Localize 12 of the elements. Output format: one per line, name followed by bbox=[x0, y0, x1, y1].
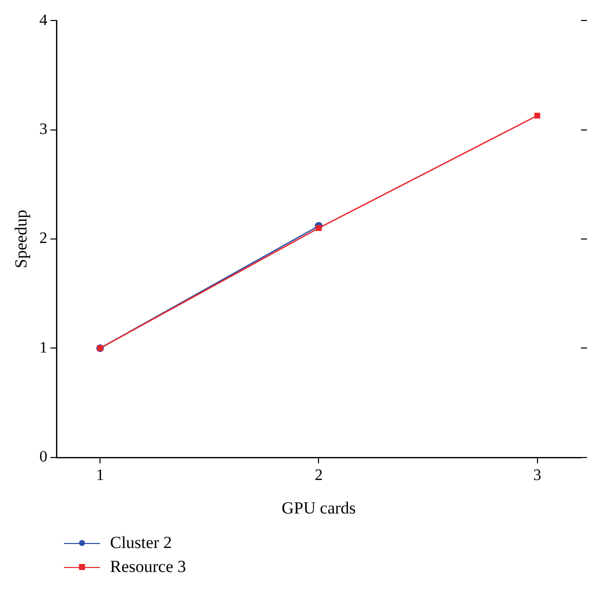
y-tick-label: 0 bbox=[39, 448, 48, 466]
x-tick-label: 2 bbox=[314, 467, 323, 484]
y-tick-label: 3 bbox=[39, 121, 48, 138]
y-tick-label: 4 bbox=[39, 12, 48, 29]
x-tick-label: 1 bbox=[96, 467, 104, 484]
y-tick-label: 2 bbox=[39, 230, 48, 248]
legend-label: Cluster 2 bbox=[110, 533, 172, 553]
legend-label: Resource 3 bbox=[110, 557, 186, 577]
x-tick-label: 3 bbox=[533, 467, 542, 484]
y-axis-title: Speedup bbox=[12, 210, 31, 268]
x-axis-title: GPU cards bbox=[282, 498, 356, 518]
y-tick-label: 1 bbox=[39, 339, 48, 356]
